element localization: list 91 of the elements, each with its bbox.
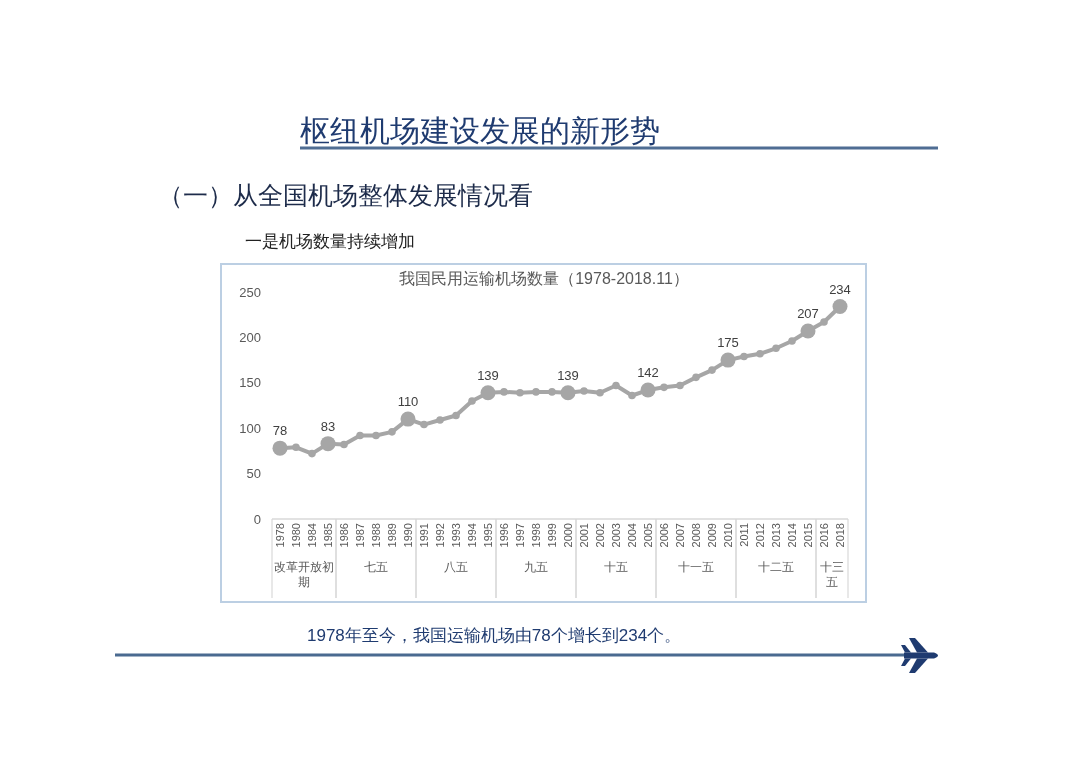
point: [772, 344, 780, 353]
point: [740, 352, 748, 361]
x-tick-label: 2003: [610, 523, 622, 548]
y-tick-label: 0: [253, 511, 261, 527]
x-tick-label: 1993: [450, 523, 462, 548]
point: [308, 449, 316, 458]
point: [532, 388, 540, 396]
x-tick-label: 1994: [466, 523, 478, 548]
x-tick-label: 1986: [338, 523, 350, 548]
point: [340, 440, 348, 449]
y-tick-label: 100: [239, 420, 261, 436]
x-tick-label: 1995: [482, 523, 494, 548]
point: [436, 416, 444, 424]
text: 八五: [444, 560, 468, 574]
point: [628, 391, 636, 400]
point: [548, 388, 556, 396]
x-tick-label: 1998: [530, 523, 542, 548]
text: （一）从全国机场整体发展情况看: [158, 181, 533, 209]
data-label: 83: [320, 418, 336, 434]
point: [660, 383, 668, 392]
x-tick-label: 1992: [434, 523, 446, 548]
x-tick-label: 2002: [594, 523, 606, 548]
x-tick-label: 1985: [322, 523, 334, 548]
point: [708, 366, 716, 374]
text: 1978年至今，我国运输机场由78个增长到234个。: [307, 626, 682, 645]
point: [580, 387, 588, 395]
text: 枢纽机场建设发展的新形势: [300, 114, 660, 147]
x-tick-label: 1991: [418, 523, 430, 548]
x-tick-label: 2009: [706, 523, 718, 548]
x-tick-label: 1990: [402, 523, 414, 548]
text: 十一五: [678, 560, 714, 574]
point: [468, 397, 476, 405]
point: [356, 431, 364, 440]
x-tick-label: 2005: [642, 523, 654, 548]
point: [516, 388, 524, 397]
x-tick-label: 2011: [738, 523, 750, 547]
text: 十二五: [758, 560, 794, 574]
data-label: 207: [797, 306, 819, 322]
x-tick-label: 1987: [354, 523, 366, 548]
point: [788, 337, 796, 345]
x-tick-label: 2014: [786, 523, 798, 548]
point: [612, 381, 620, 390]
data-label: 139: [557, 367, 579, 383]
x-tick-label: 1980: [290, 523, 302, 548]
point: [292, 443, 300, 452]
data-label: 78: [272, 423, 288, 439]
point: [692, 373, 700, 382]
x-tick-label: 1984: [306, 523, 318, 548]
text: 一是机场数量持续增加: [245, 232, 415, 251]
text: 十五: [604, 560, 628, 574]
chart-title: 我国民用运输机场数量（1978-2018.11）: [399, 270, 689, 287]
x-tick-label: 1989: [386, 523, 398, 548]
text: 九五: [524, 560, 548, 574]
point: [596, 388, 604, 397]
x-tick-label: 2000: [562, 523, 574, 548]
text: 改革开放初期: [274, 560, 334, 589]
y-tick-label: 200: [239, 329, 261, 345]
point: [452, 411, 460, 420]
point: [500, 388, 508, 396]
data-label: 139: [477, 367, 499, 383]
x-tick-label: 2018: [834, 523, 846, 548]
point: [676, 381, 684, 390]
data-label: 234: [829, 281, 851, 297]
point: [756, 349, 764, 358]
text: 七五: [364, 560, 388, 574]
x-tick-label: 2008: [690, 523, 702, 548]
x-tick-label: 1999: [546, 523, 558, 548]
point: [420, 420, 428, 429]
x-tick-label: 1996: [498, 523, 510, 548]
x-tick-label: 2013: [770, 523, 782, 548]
x-tick-label: 2006: [658, 523, 670, 548]
data-label: 175: [717, 335, 739, 351]
x-tick-label: 2012: [754, 523, 766, 548]
point: [372, 431, 380, 440]
x-tick-label: 2015: [802, 523, 814, 548]
x-tick-label: 2016: [818, 523, 830, 548]
y-tick-label: 250: [239, 284, 261, 300]
data-label: 110: [397, 394, 419, 410]
point: [388, 428, 396, 436]
x-tick-label: 1978: [274, 523, 286, 548]
x-tick-label: 1997: [514, 523, 526, 548]
y-tick-label: 150: [239, 375, 261, 391]
x-tick-label: 2010: [722, 523, 734, 548]
data-label: 142: [637, 365, 659, 381]
x-tick-label: 2007: [674, 523, 686, 548]
x-tick-label: 2004: [626, 523, 638, 548]
x-tick-label: 1988: [370, 523, 382, 548]
point: [820, 318, 828, 326]
x-tick-label: 2001: [578, 523, 590, 548]
text: 十三五: [820, 560, 844, 589]
y-tick-label: 50: [246, 466, 261, 482]
